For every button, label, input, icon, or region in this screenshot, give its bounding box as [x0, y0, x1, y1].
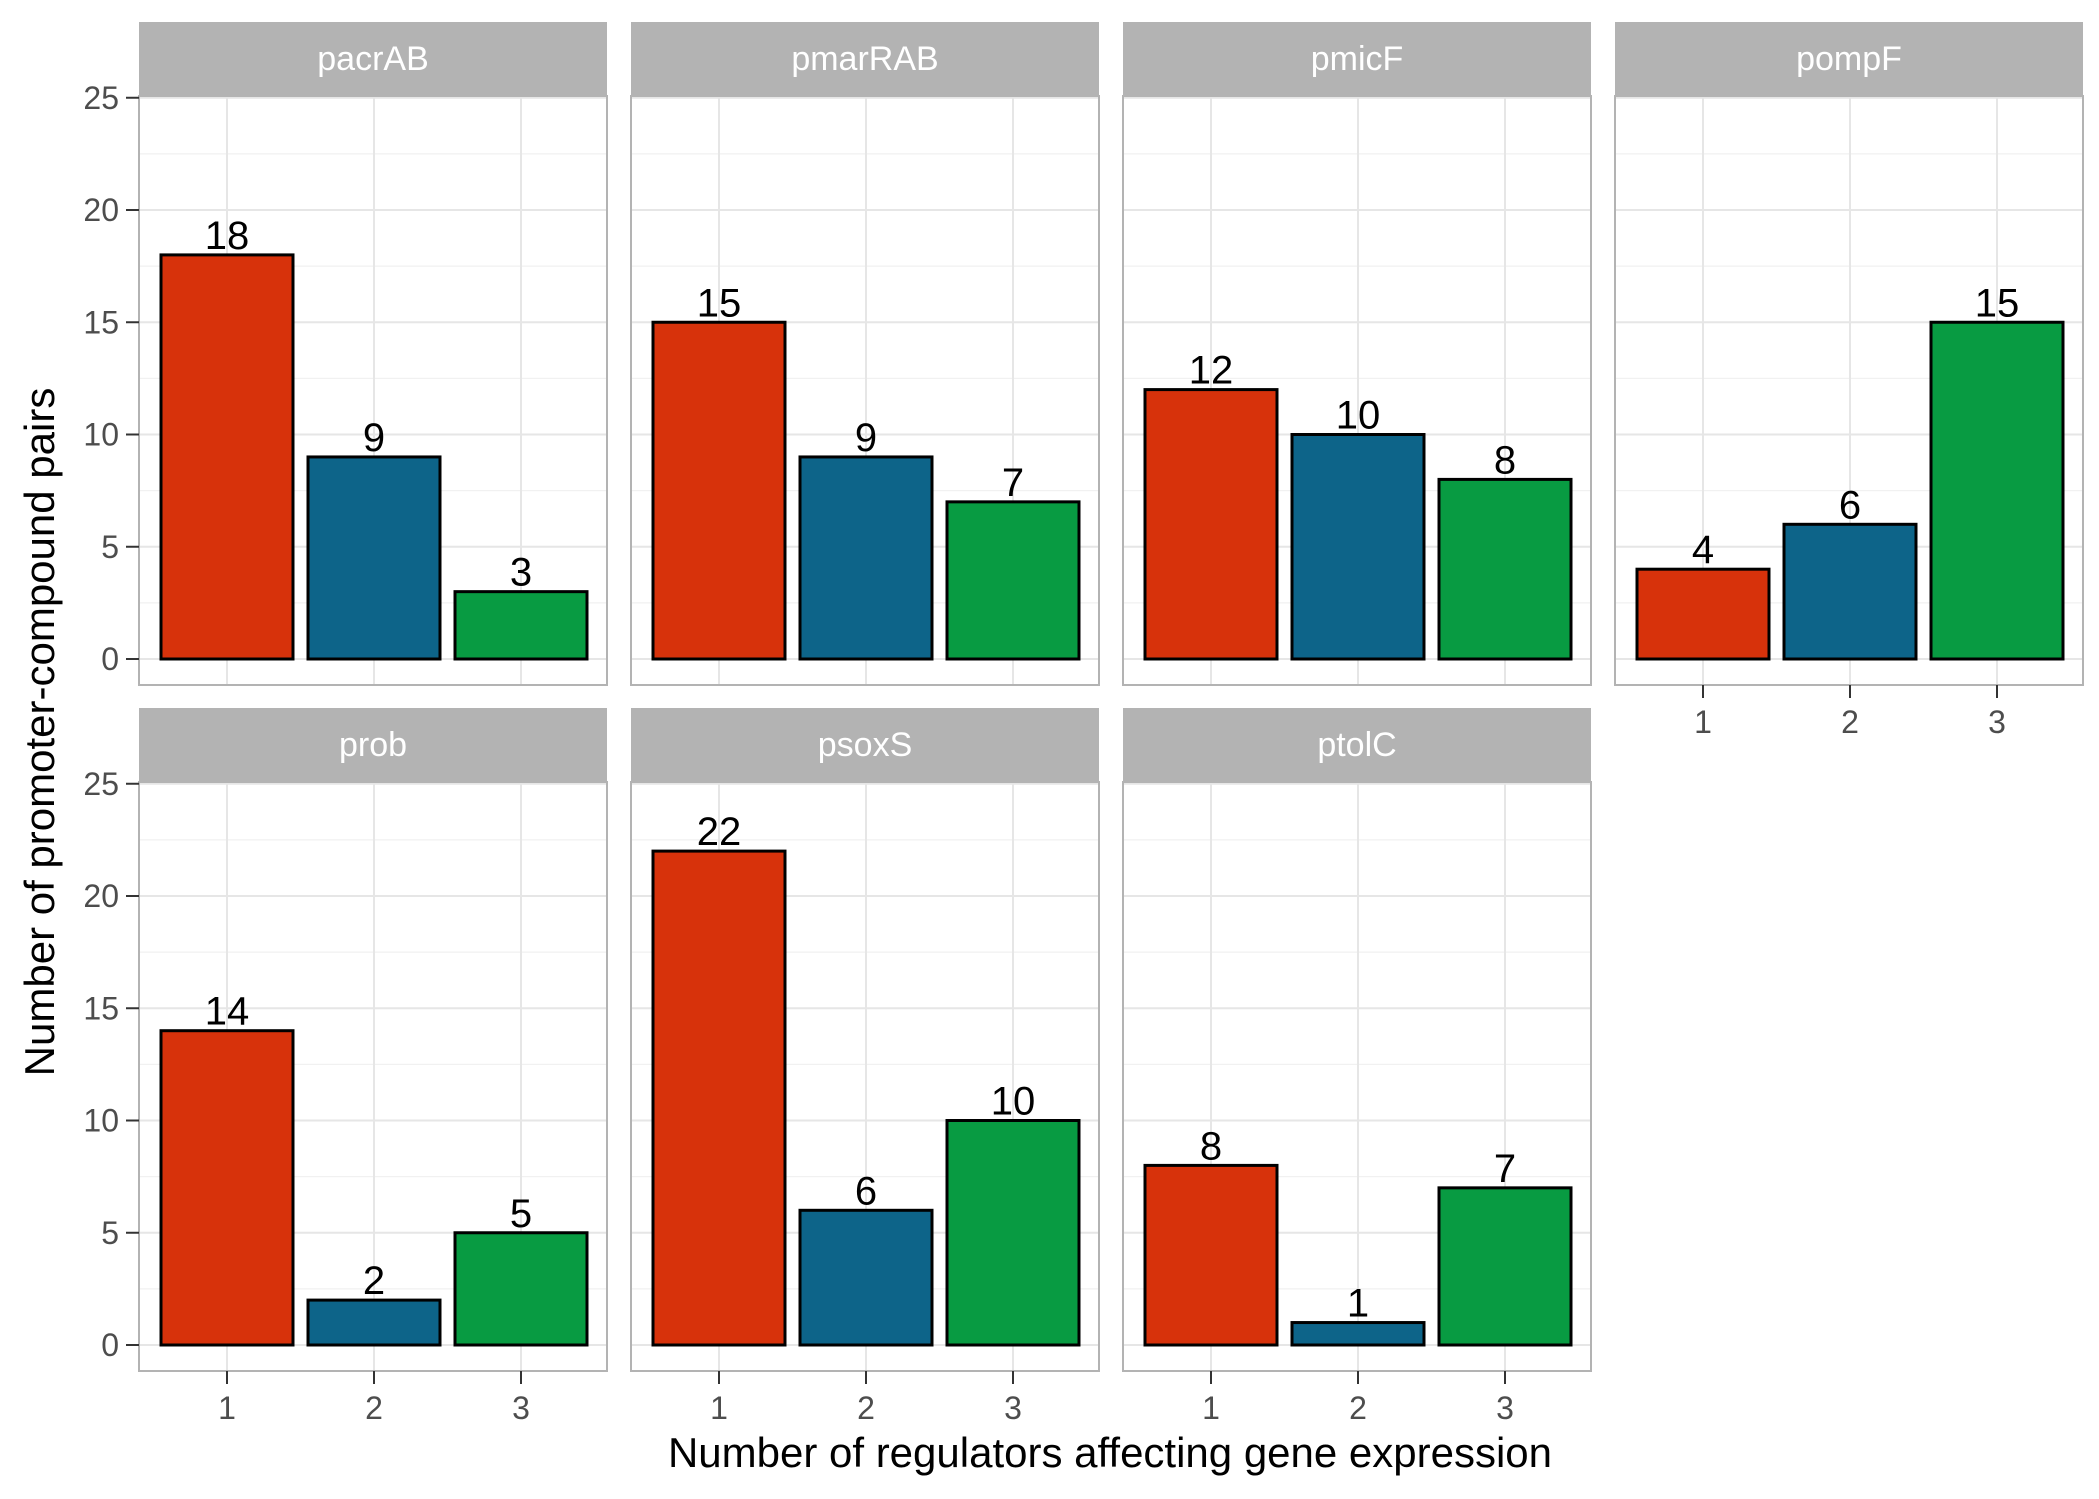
- facet-panel-psoxS: 22 6 10 psoxS 1 2 3: [630, 708, 1100, 1426]
- facet-strip-label: psoxS: [818, 726, 913, 764]
- bar-pompF-3: [1929, 320, 2065, 661]
- y-axis-title: Number of promoter-compound pairs: [16, 388, 63, 1077]
- bar-pmicF-1: [1143, 388, 1279, 661]
- bar-value-label: 18: [205, 214, 250, 258]
- x-tick-label: 3: [512, 1390, 530, 1426]
- y-tick-label: 25: [83, 80, 119, 116]
- y-tick-label: 15: [83, 990, 119, 1026]
- bar-value-label: 4: [1692, 528, 1714, 572]
- facet-panel-pmicF: 12 10 8 pmicF: [1122, 22, 1592, 686]
- x-tick-label: 3: [1496, 1390, 1514, 1426]
- facet-strip-label: ptolC: [1317, 726, 1396, 764]
- facet-strip-label: pacrAB: [317, 40, 429, 78]
- bar-pacrAB-3: [453, 590, 589, 661]
- y-tick-label: 10: [83, 417, 119, 453]
- bar-value-label: 6: [1839, 483, 1861, 527]
- bar-value-label: 1: [1347, 1282, 1369, 1326]
- bar-value-label: 9: [855, 416, 877, 460]
- bar-value-label: 5: [510, 1192, 532, 1236]
- y-tick-label: 25: [83, 766, 119, 802]
- facet-strip: [1615, 22, 2083, 96]
- x-tick-label: 1: [218, 1390, 236, 1426]
- bar-pmicF-3: [1437, 477, 1573, 661]
- facet-strip: [631, 708, 1099, 782]
- y-tick-label: 20: [83, 192, 119, 228]
- bar-value-label: 10: [1336, 394, 1381, 438]
- bar-value-label: 7: [1002, 461, 1024, 505]
- x-axis-title: Number of regulators affecting gene expr…: [668, 1429, 1552, 1476]
- bar-ptolC-1: [1143, 1163, 1279, 1347]
- bar-psoxS-1: [651, 849, 787, 1347]
- x-tick-label: 2: [1349, 1390, 1367, 1426]
- bar-value-label: 6: [855, 1169, 877, 1213]
- y-tick-label: 5: [101, 1215, 119, 1251]
- bar-value-label: 8: [1494, 438, 1516, 482]
- bar-pmarRAB-1: [651, 320, 787, 661]
- bar-pacrAB-1: [159, 253, 295, 661]
- bar-prob-2: [306, 1298, 442, 1347]
- bar-value-label: 10: [991, 1080, 1036, 1124]
- x-tick-label: 2: [365, 1390, 383, 1426]
- bar-ptolC-2: [1290, 1321, 1426, 1347]
- chart-panels: 1893pacrAB05101520251597pmarRAB12108pmic…: [83, 22, 2084, 1426]
- y-tick-label: 15: [83, 304, 119, 340]
- bar-value-label: 7: [1494, 1147, 1516, 1191]
- facet-panel-pompF: 4 6 15 pompF 1 2 3: [1614, 22, 2084, 740]
- bar-psoxS-2: [798, 1208, 934, 1347]
- facet-panel-ptolC: 8 1 7 ptolC 1 2 3: [1122, 708, 1592, 1426]
- bar-prob-3: [453, 1231, 589, 1347]
- bar-pompF-1: [1635, 567, 1771, 661]
- bar-pacrAB-2: [306, 455, 442, 661]
- y-tick-label: 0: [101, 1327, 119, 1363]
- bar-value-label: 15: [697, 281, 742, 325]
- facet-strip-label: pompF: [1796, 40, 1902, 78]
- facet-strip: [139, 708, 607, 782]
- facet-strip-label: prob: [339, 726, 407, 764]
- facet-strip: [631, 22, 1099, 96]
- facet-panel-pmarRAB: 15 9 7 pmarRAB: [630, 22, 1100, 686]
- bar-value-label: 9: [363, 416, 385, 460]
- x-tick-label: 3: [1004, 1390, 1022, 1426]
- x-tick-label: 3: [1988, 704, 2006, 740]
- y-tick-label: 20: [83, 878, 119, 914]
- bar-psoxS-3: [945, 1119, 1081, 1347]
- bar-pmarRAB-3: [945, 500, 1081, 661]
- bar-value-label: 2: [363, 1259, 385, 1303]
- bar-value-label: 3: [510, 551, 532, 595]
- y-tick-label: 5: [101, 529, 119, 565]
- x-tick-label: 1: [1694, 704, 1712, 740]
- facet-strip: [139, 22, 607, 96]
- bar-value-label: 8: [1200, 1124, 1222, 1168]
- bar-value-label: 12: [1189, 349, 1234, 393]
- x-tick-label: 1: [1202, 1390, 1220, 1426]
- facet-panel-pacrAB: 18 9 3 pacrAB 0 5 10 15 20 25: [83, 22, 608, 686]
- x-tick-label: 2: [1841, 704, 1859, 740]
- bar-value-label: 15: [1975, 281, 2020, 325]
- bar-ptolC-3: [1437, 1186, 1573, 1347]
- bar-prob-1: [159, 1029, 295, 1347]
- bar-value-label: 22: [697, 810, 742, 854]
- y-tick-label: 10: [83, 1103, 119, 1139]
- bar-value-label: 14: [205, 990, 250, 1034]
- facet-strip: [1123, 708, 1591, 782]
- x-tick-label: 1: [710, 1390, 728, 1426]
- x-tick-label: 2: [857, 1390, 875, 1426]
- bar-pmarRAB-2: [798, 455, 934, 661]
- facet-strip-label: pmicF: [1311, 40, 1404, 78]
- facet-strip: [1123, 22, 1591, 96]
- bar-pompF-2: [1782, 522, 1918, 661]
- bar-pmicF-2: [1290, 433, 1426, 661]
- y-tick-label: 0: [101, 641, 119, 677]
- facet-strip-label: pmarRAB: [791, 40, 938, 78]
